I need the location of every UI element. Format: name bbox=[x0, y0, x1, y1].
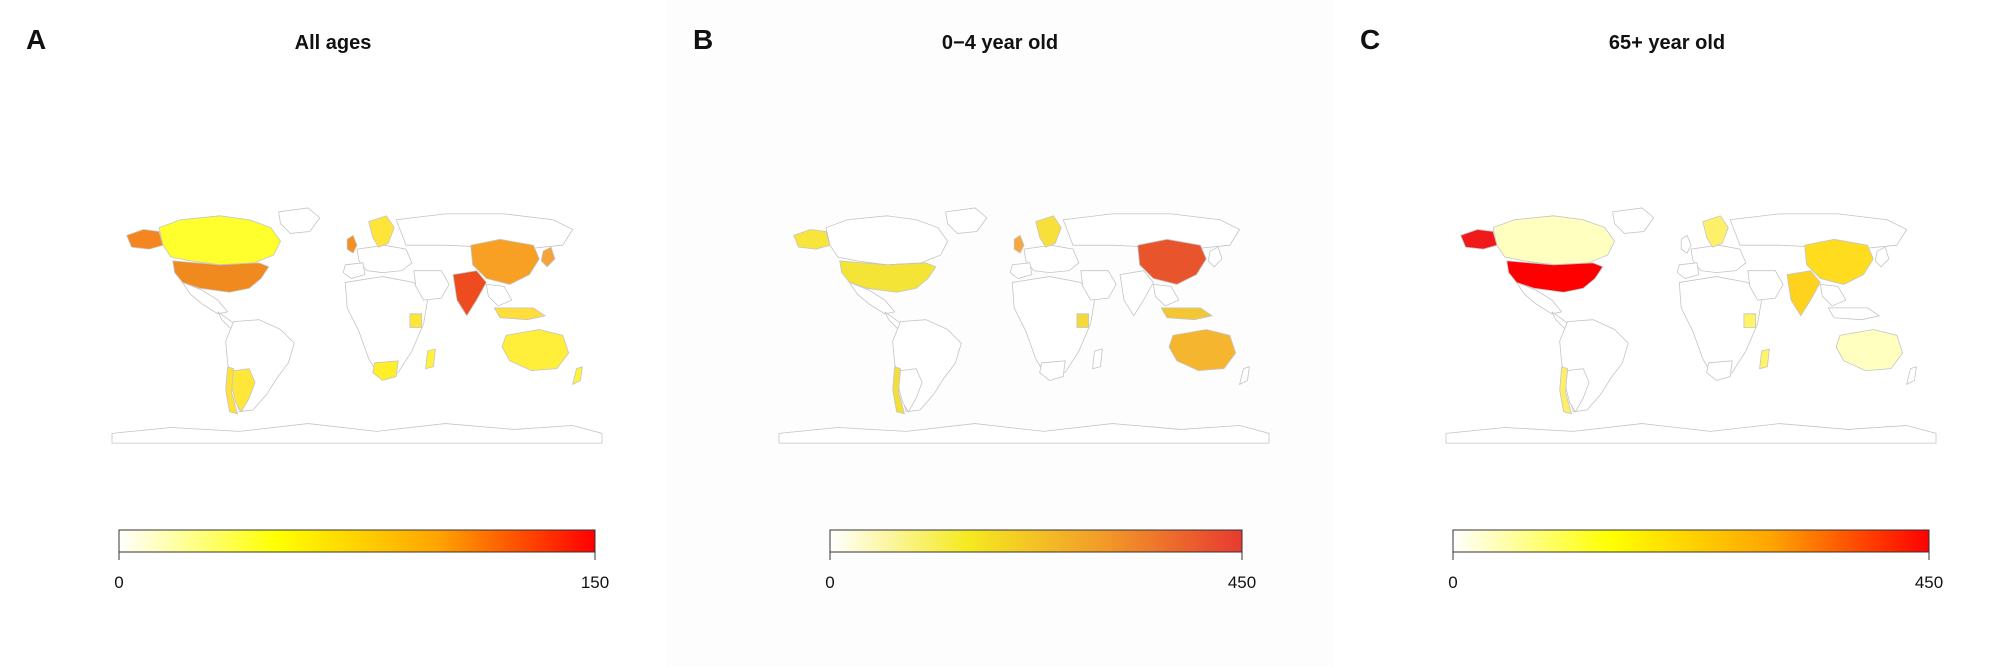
legend-color-bar bbox=[118, 529, 596, 553]
map-countries bbox=[111, 207, 603, 444]
country-spain bbox=[1676, 262, 1700, 279]
country-australia bbox=[1168, 329, 1237, 372]
country-south-africa bbox=[1706, 360, 1733, 381]
country-greenland bbox=[1612, 207, 1655, 234]
country-australia bbox=[1835, 329, 1904, 372]
country-mexico bbox=[848, 281, 896, 315]
world-choropleth-map bbox=[111, 207, 603, 560]
country-canada bbox=[1492, 215, 1616, 266]
country-antarctica bbox=[1445, 423, 1937, 444]
country-greenland bbox=[278, 207, 321, 234]
legend-min-label: 0 bbox=[825, 573, 835, 592]
country-indonesia bbox=[1827, 307, 1881, 321]
country-indonesia bbox=[1160, 307, 1214, 321]
country-se-asia bbox=[1152, 283, 1180, 307]
country-russia bbox=[395, 213, 574, 250]
country-uk bbox=[1013, 234, 1025, 254]
country-africa bbox=[1011, 276, 1095, 379]
country-india bbox=[1119, 270, 1154, 317]
country-scandinavia bbox=[1702, 215, 1729, 248]
country-europe bbox=[1690, 244, 1747, 274]
country-mideast bbox=[1747, 270, 1784, 301]
world-choropleth-map bbox=[1445, 207, 1937, 560]
legend-max-label: 450 bbox=[1227, 573, 1257, 592]
panel-0-4-year-old: B 0−4 year old 0 450 bbox=[667, 0, 1333, 667]
legend-color-bar bbox=[1452, 529, 1930, 553]
country-south-africa bbox=[1039, 360, 1066, 381]
country-chile bbox=[1559, 366, 1572, 415]
country-mideast bbox=[1080, 270, 1117, 301]
country-uk bbox=[1680, 234, 1692, 254]
legend-max-label: 450 bbox=[1914, 573, 1944, 592]
country-se-asia bbox=[1819, 283, 1847, 307]
map-countries bbox=[778, 207, 1270, 444]
country-indonesia bbox=[493, 307, 547, 321]
country-alaska bbox=[793, 229, 831, 250]
country-india bbox=[452, 270, 487, 317]
legend-max-label: 150 bbox=[580, 573, 610, 592]
panel-all-ages: A All ages 0 150 bbox=[0, 0, 666, 667]
country-usa bbox=[172, 260, 270, 293]
legend-min-label: 0 bbox=[1448, 573, 1458, 592]
country-madagascar bbox=[1092, 348, 1103, 370]
country-madagascar bbox=[1759, 348, 1770, 370]
country-russia bbox=[1062, 213, 1241, 250]
country-mexico bbox=[181, 281, 229, 315]
country-usa bbox=[839, 260, 937, 293]
country-usa bbox=[1506, 260, 1604, 293]
country-china bbox=[470, 238, 540, 285]
country-alaska bbox=[126, 229, 164, 250]
country-scandinavia bbox=[368, 215, 395, 248]
country-south-africa bbox=[372, 360, 399, 381]
panel-letter: B bbox=[693, 24, 714, 55]
country-europe bbox=[356, 244, 413, 274]
country-europe bbox=[1023, 244, 1080, 274]
world-choropleth-map bbox=[778, 207, 1270, 560]
legend-min-label: 0 bbox=[114, 573, 124, 592]
country-nz bbox=[1239, 366, 1250, 386]
panel-letter: C bbox=[1360, 24, 1381, 55]
panel-letter: A bbox=[26, 24, 47, 55]
country-madagascar bbox=[425, 348, 436, 370]
country-africa bbox=[1678, 276, 1762, 379]
legend-color-bar bbox=[829, 529, 1243, 553]
country-spain bbox=[1009, 262, 1033, 279]
country-japan bbox=[1874, 246, 1890, 268]
country-alaska bbox=[1460, 229, 1498, 250]
country-uk bbox=[346, 234, 358, 254]
country-japan bbox=[1207, 246, 1223, 268]
country-africa bbox=[344, 276, 428, 379]
country-china bbox=[1137, 238, 1207, 285]
country-scandinavia bbox=[1035, 215, 1062, 248]
panel-title: All ages bbox=[294, 32, 372, 54]
panel-title: 65+ year old bbox=[1608, 32, 1726, 54]
country-kenya bbox=[409, 313, 423, 328]
panel-title: 0−4 year old bbox=[941, 32, 1059, 54]
country-mexico bbox=[1515, 281, 1563, 315]
country-chile bbox=[225, 366, 238, 415]
country-canada bbox=[158, 215, 282, 266]
country-china bbox=[1804, 238, 1874, 285]
country-greenland bbox=[945, 207, 988, 234]
country-japan bbox=[540, 246, 556, 268]
country-nz bbox=[1906, 366, 1917, 386]
country-nz bbox=[572, 366, 583, 386]
country-kenya bbox=[1076, 313, 1090, 328]
country-mideast bbox=[413, 270, 450, 301]
country-russia bbox=[1729, 213, 1908, 250]
country-spain bbox=[342, 262, 366, 279]
country-australia bbox=[501, 329, 570, 372]
panel-65-plus-year-old: C 65+ year old 0 450 bbox=[1334, 0, 2000, 667]
map-countries bbox=[1445, 207, 1937, 444]
country-antarctica bbox=[778, 423, 1270, 444]
country-antarctica bbox=[111, 423, 603, 444]
country-kenya bbox=[1743, 313, 1757, 328]
country-canada bbox=[825, 215, 949, 266]
country-chile bbox=[892, 366, 905, 415]
country-india bbox=[1786, 270, 1821, 317]
country-se-asia bbox=[485, 283, 513, 307]
